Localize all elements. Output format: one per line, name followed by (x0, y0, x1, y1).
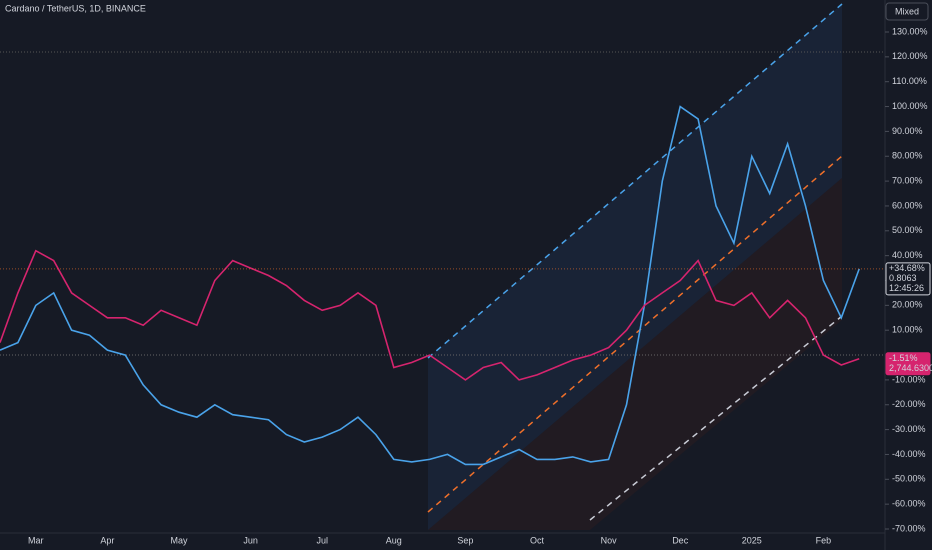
series-line (0, 249, 860, 381)
price-tag-label: 12:45:26 (889, 283, 924, 293)
price-tag-label: 2,744.6300 (889, 363, 932, 373)
y-tick-label: 50.00% (892, 225, 923, 235)
x-tick-label: May (170, 535, 188, 545)
x-tick-label: Nov (601, 535, 618, 545)
channel-upper (427, 3, 843, 359)
x-tick-label: Apr (100, 535, 114, 545)
channel-fill (428, 4, 842, 530)
series-line (0, 105, 860, 466)
mode-button[interactable] (885, 2, 929, 21)
price-tag-label: +34.68% (889, 263, 925, 273)
price-tag-label: -1.51% (889, 353, 918, 363)
y-tick-label: 110.00% (892, 76, 927, 86)
x-tick-label: 2025 (742, 535, 762, 545)
y-tick-label: 60.00% (892, 200, 923, 210)
y-tick-label: -40.00% (892, 449, 926, 459)
y-tick-label: -10.00% (892, 374, 926, 384)
y-tick-label: 20.00% (892, 300, 923, 310)
price-tag (885, 352, 931, 376)
price-tag (885, 262, 931, 296)
y-tick-label: -70.00% (892, 523, 926, 533)
y-tick-label: 40.00% (892, 250, 923, 260)
y-tick-label: 90.00% (892, 126, 923, 136)
x-tick-label: Dec (672, 535, 689, 545)
y-tick-label: -60.00% (892, 499, 926, 509)
y-tick-label: -30.00% (892, 424, 926, 434)
chart-title: Cardano / TetherUS, 1D, BINANCE (5, 3, 146, 13)
x-tick-label: Sep (457, 535, 473, 545)
y-tick-label: -20.00% (892, 399, 926, 409)
y-tick-label: 100.00% (892, 101, 928, 111)
x-tick-label: Mar (28, 535, 44, 545)
x-tick-label: Oct (530, 535, 545, 545)
y-tick-label: 130.00% (892, 26, 928, 36)
y-tick-label: 10.00% (892, 325, 923, 335)
y-tick-label: 120.00% (892, 51, 928, 61)
x-tick-label: Feb (816, 535, 832, 545)
y-tick-label: -50.00% (892, 474, 926, 484)
channel-middle (427, 155, 843, 513)
price-tag-label: 0.8063 (889, 273, 917, 283)
mode-button-label[interactable]: Mixed (895, 6, 919, 16)
x-tick-label: Jul (316, 535, 328, 545)
x-tick-label: Aug (386, 535, 402, 545)
x-tick-label: Jun (243, 535, 258, 545)
y-tick-label: 80.00% (892, 151, 923, 161)
y-tick-label: 70.00% (892, 175, 923, 185)
